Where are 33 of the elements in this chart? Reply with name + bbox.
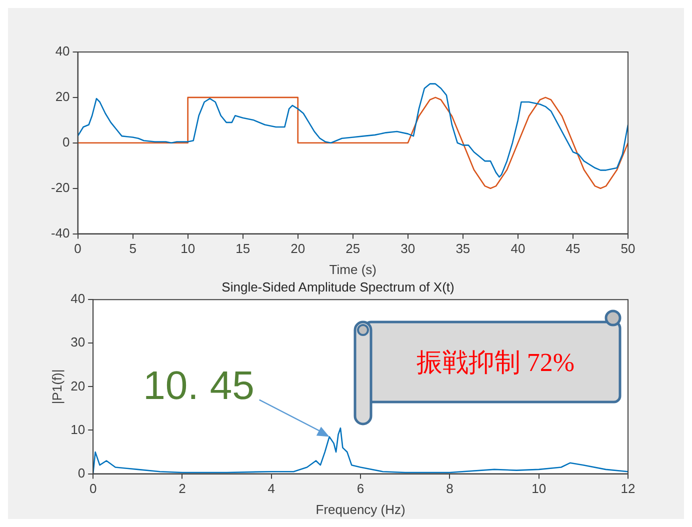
y-tick-label: -20 [50,180,70,195]
x-tick-label: 20 [290,241,306,256]
y-tick-label: 10 [70,422,86,437]
x-tick-label: 40 [510,241,526,256]
y-tick-label: 40 [55,44,70,59]
x-tick-label: 15 [236,241,250,256]
x-tick-label: 25 [346,241,360,256]
x-tick-label: 8 [446,481,454,496]
x-tick-label: 4 [268,481,275,496]
x-tick-label: 50 [620,241,636,256]
y-tick-label: -40 [50,225,70,240]
y-tick-label: 0 [62,134,70,150]
x-tick-label: 30 [400,241,416,256]
x-tick-label: 6 [356,481,364,496]
x-tick-label: 5 [129,241,136,256]
x-tick-label: 12 [620,481,636,496]
y-axis-title: |P1(f)| [49,369,64,404]
annotation: 10. 45 [143,364,254,408]
y-tick-label: 30 [70,334,86,350]
y-tick-label: 0 [78,465,86,480]
x-axis-title: Time (s) [329,262,376,277]
chart-title: Single-Sided Amplitude Spectrum of X(t) [222,279,454,294]
y-tick-label: 20 [55,89,70,104]
y-tick-label: 20 [70,378,86,394]
x-axis-title: Frequency (Hz) [316,502,406,517]
annotation: 振戦抑制 72% [416,346,575,378]
x-tick-label: 35 [456,241,470,256]
x-tick-label: 10 [532,481,546,496]
y-tick-label: 40 [70,291,86,306]
x-tick-label: 0 [89,481,97,496]
x-tick-label: 10 [180,241,196,256]
x-tick-label: 2 [178,481,186,496]
x-tick-label: 45 [566,241,580,256]
